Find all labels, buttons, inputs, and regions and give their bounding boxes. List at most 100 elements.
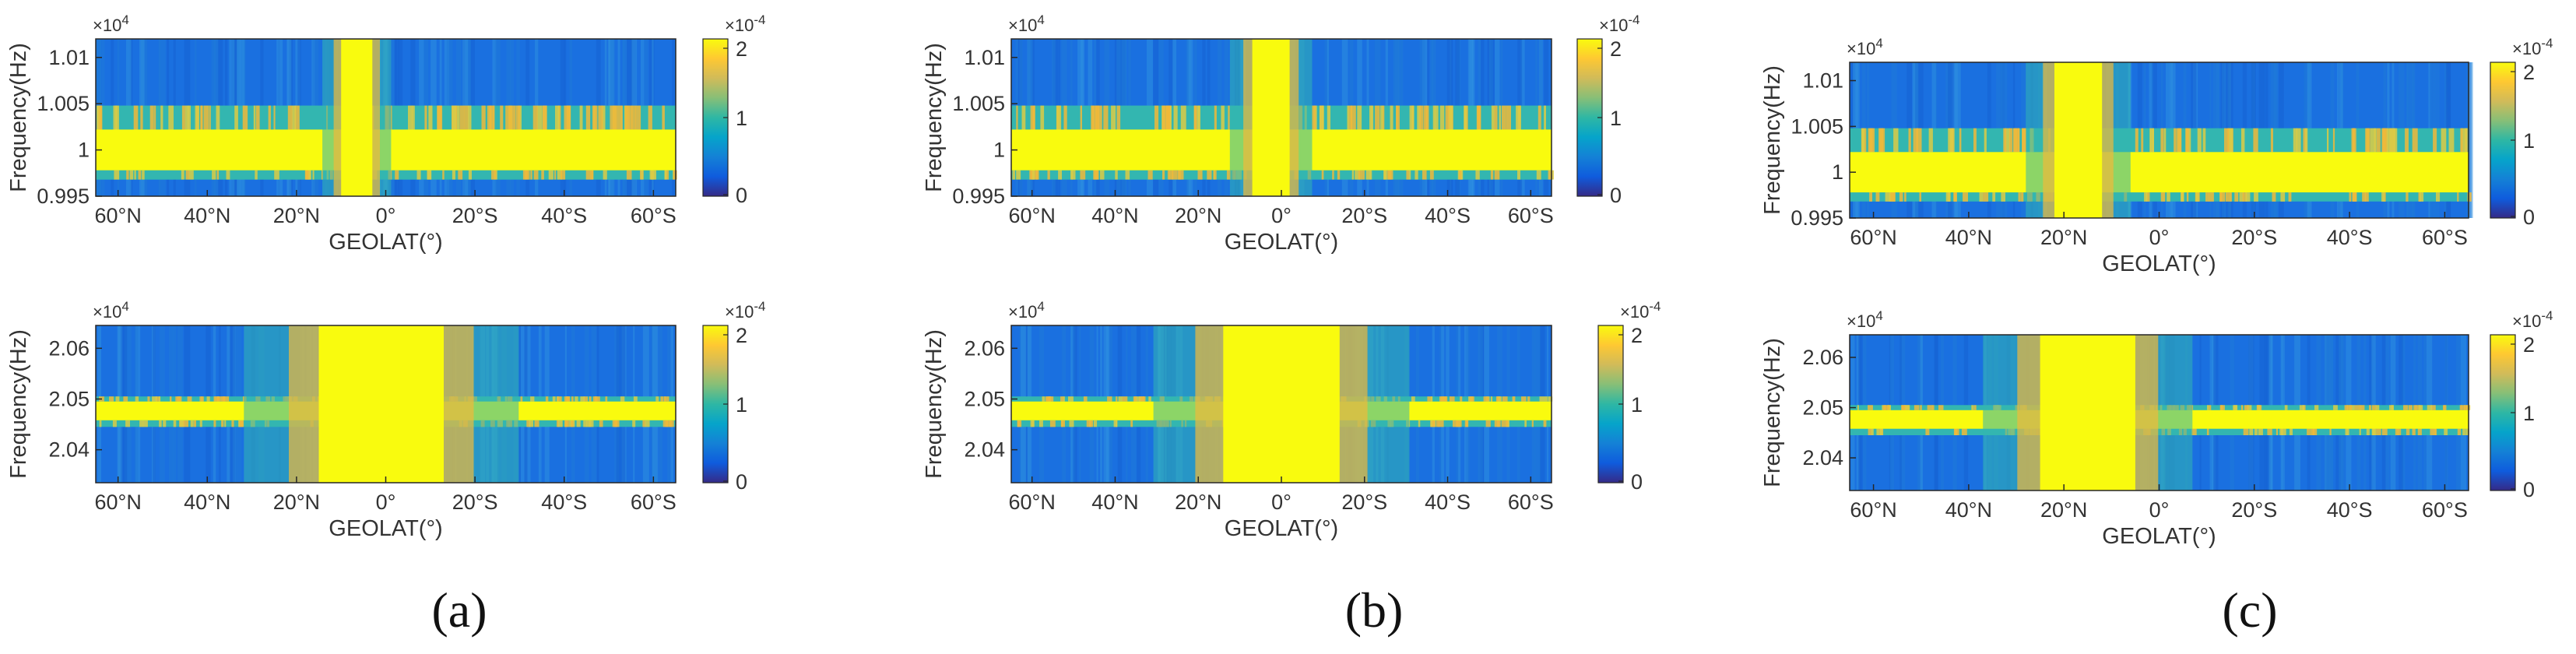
heatmap-band-noise [592,396,596,402]
heatmap-band-noise [1214,170,1217,180]
heatmap-band-noise [1070,170,1073,180]
heatmap-band-noise [142,420,148,427]
x-tick-label: 20°N [273,204,320,227]
x-tick-label: 20°N [1175,204,1221,227]
heatmap-band-noise [522,170,529,180]
heatmap-band-noise [1436,420,1439,427]
x-tick-label: 60°S [1508,204,1554,227]
heatmap-band-noise [2352,192,2357,202]
y-tick-label: 2.04 [964,438,1005,462]
heatmap-band-noise [2354,405,2360,410]
heatmap-band-noise [1868,128,1873,153]
heatmap-band-noise [1097,105,1102,130]
heatmap-band-noise [1536,170,1541,180]
heatmap-band-noise [428,105,433,130]
heatmap-band-noise [1876,428,1880,435]
heatmap-band-noise [2241,128,2245,153]
heatmap-band-noise [1890,192,1896,202]
x-tick-label: 40°S [1425,490,1471,514]
heatmap-band-noise [231,420,234,427]
heatmap-band-noise [199,420,202,427]
y-tick-label: 1.01 [964,46,1005,69]
heatmap-band-noise [2003,128,2007,153]
heatmap-band-noise [1439,105,1445,130]
heatmap-band-noise [1871,428,1874,435]
heatmap-band-noise [1093,170,1097,180]
heatmap-band-noise [1925,428,1930,435]
heatmap-band-noise [163,420,167,427]
x-tick-label: 40°N [1945,498,1992,522]
heatmap-band-noise [2243,428,2249,435]
heatmap-band-noise [1136,396,1141,402]
heatmap-band-noise [481,105,486,130]
colorbar-tick-label: 1 [2523,402,2535,425]
heatmap-band-noise [1351,105,1356,130]
x-tick-label: 0° [2149,498,2170,522]
heatmap-band-noise [1375,105,1380,130]
heatmap-band-noise [411,105,415,130]
heatmap-band-noise [1971,405,1974,410]
heatmap-band-noise [1016,105,1018,130]
heatmap-band-noise [664,396,669,402]
heatmap-band-noise [1091,105,1094,130]
heatmap-band-noise [256,105,260,130]
heatmap-band-noise [2181,192,2184,202]
heatmap-band-noise [1919,192,1921,202]
heatmap-band-noise [2239,192,2244,202]
heatmap-band-noise [1493,105,1498,130]
heatmap-band-noise [1422,170,1427,180]
heatmap-band-noise [2457,428,2462,435]
heatmap-band-noise [255,170,258,180]
heatmap-band-noise [203,105,209,130]
x-tick-label: 40°S [2327,498,2373,522]
heatmap-band-noise [1207,170,1212,180]
panel-label-b: (b) [1345,582,1404,638]
heatmap-band-noise [489,105,494,130]
heatmap-band-noise [1226,170,1232,180]
heatmap-band-noise [1945,192,1951,202]
heatmap-band-noise [566,396,569,402]
y-multiplier-label: ×104 [1847,308,1883,331]
heatmap-band-noise [147,396,150,402]
heatmap-band-noise [583,396,588,402]
heatmap-band-noise [2420,192,2424,202]
heatmap-band-noise [1883,405,1889,410]
heatmap-band-noise [187,396,192,402]
heatmap-band-noise [2359,428,2361,435]
heatmap-band-noise [1861,128,1865,153]
heatmap-band-noise [2366,428,2370,435]
heatmap-band-noise [126,170,129,180]
heatmap-band-noise [598,105,603,130]
heatmap-band-noise [2299,405,2305,410]
heatmap-band-noise [557,105,560,130]
heatmap-band-noise [1040,105,1045,130]
heatmap-band-noise [115,105,119,130]
heatmap-band-noise [626,170,632,180]
colorbar-tick-label: 1 [736,393,747,417]
heatmap-band-noise [181,170,185,180]
heatmap-band-noise [529,420,533,427]
heatmap-band-noise [1166,105,1170,130]
heatmap-band-noise [2381,192,2385,202]
heatmap-band-noise [515,105,520,130]
heatmap-band-noise [2219,192,2226,202]
heatmap-band-noise [109,396,114,402]
heatmap-band-noise [650,170,654,180]
heatmap-band-noise [2374,128,2377,153]
y-multiplier-label: ×104 [93,12,129,35]
heatmap-band-noise [1380,105,1383,130]
colorbar-tick-label: 0 [1610,184,1622,207]
heatmap-equatorial-core [2040,335,2135,490]
heatmap-band-noise [1494,170,1500,180]
heatmap-band-noise [610,105,615,130]
x-axis-label: GEOLAT(°) [329,230,442,255]
heatmap-band-noise [2191,428,2197,435]
heatmap-band-noise [1868,428,1872,435]
heatmap-band-noise [1961,428,1967,435]
heatmap-band-noise [1548,396,1553,402]
heatmap-band-noise [1885,192,1891,202]
heatmap-band-noise [1464,105,1467,130]
heatmap-band-noise [2391,405,2394,410]
heatmap-band-noise [603,170,607,180]
